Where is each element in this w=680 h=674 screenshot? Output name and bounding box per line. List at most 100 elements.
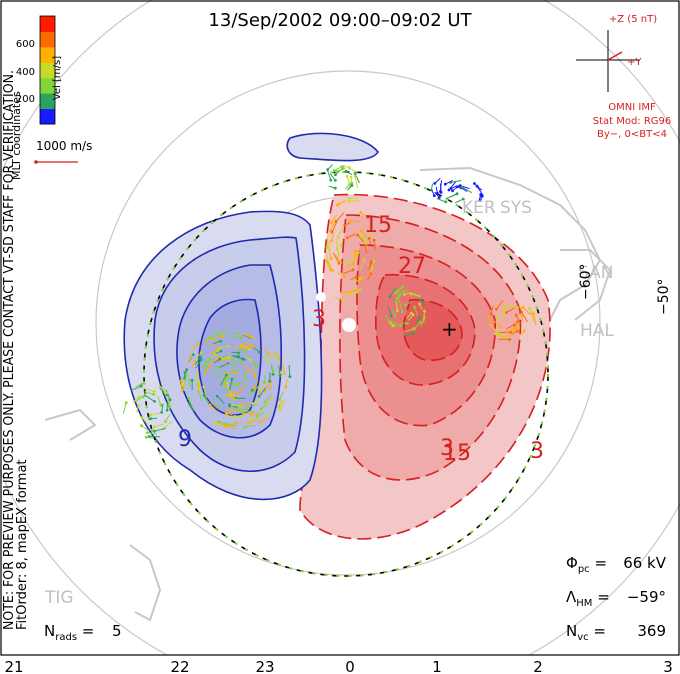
velocity-vector-origin <box>432 194 436 198</box>
velocity-vector-origin <box>250 392 254 395</box>
velocity-vector <box>334 296 344 301</box>
velocity-vector-origin <box>455 192 459 196</box>
velocity-vector-origin <box>208 357 212 361</box>
colorbar-swatch <box>40 77 55 94</box>
velocity-vector-origin <box>283 372 286 375</box>
velocity-vector-origin <box>264 414 267 418</box>
velocity-vector <box>387 305 392 316</box>
velocity-vector <box>147 432 157 435</box>
velocity-vector <box>184 374 187 386</box>
fitorder-label: FitOrder: 8, mapEX format <box>15 459 30 630</box>
velocity-vector-origin <box>251 335 254 339</box>
velocity-vector-origin <box>236 332 240 335</box>
velocity-vector-origin <box>325 246 329 249</box>
velocity-vector-origin <box>202 393 206 397</box>
velocity-vector-origin <box>168 398 172 402</box>
velocity-vector-origin <box>227 355 231 359</box>
velocity-vector-origin <box>240 336 244 340</box>
contour-label: 3 <box>312 307 326 332</box>
velocity-vector <box>461 186 472 194</box>
velocity-vector <box>198 391 203 401</box>
radar-label: SYS <box>500 198 532 218</box>
velocity-vector <box>144 394 155 402</box>
velocity-vector-origin <box>268 379 272 383</box>
velocity-vector-origin <box>329 257 333 261</box>
mlt-tick: 3 <box>663 658 673 674</box>
velocity-vector <box>398 300 403 312</box>
velocity-vector-origin <box>213 402 217 406</box>
velocity-vector-origin <box>423 309 426 313</box>
velocity-vector <box>226 394 237 401</box>
lat-label: −60° <box>578 263 594 300</box>
velocity-vector-origin <box>229 393 233 396</box>
velocity-vector-origin <box>259 420 263 424</box>
velocity-vector-origin <box>214 353 217 356</box>
velocity-vector-origin <box>191 353 195 357</box>
velocity-vector-origin <box>337 252 341 256</box>
velocity-vector-origin <box>409 311 413 315</box>
velocity-vector-origin <box>164 420 167 423</box>
velocity-vector-origin <box>348 219 352 223</box>
velocity-vector-origin <box>251 402 255 405</box>
velocity-vector-origin <box>223 329 227 333</box>
velocity-vector-origin <box>499 325 502 329</box>
velocity-vector-origin <box>353 172 357 175</box>
velocity-vector <box>288 365 291 377</box>
velocity-vector-origin <box>277 357 281 361</box>
velocity-vector <box>325 254 330 265</box>
velocity-vector-origin <box>359 211 363 215</box>
velocity-vector-origin <box>402 293 406 296</box>
colorbar-swatch <box>40 62 55 79</box>
velocity-vector-origin <box>461 197 465 201</box>
velocity-vector-origin <box>184 373 188 377</box>
velocity-vector-origin <box>149 417 152 421</box>
velocity-vector <box>336 167 346 173</box>
velocity-vector-origin <box>257 395 261 398</box>
stat-lambda-hm: −59° <box>627 588 666 606</box>
velocity-vector-origin <box>413 305 416 309</box>
velocity-vector-origin <box>160 410 164 414</box>
colorbar-swatch <box>40 16 55 32</box>
velocity-vector-origin <box>140 424 143 427</box>
velocity-vector-origin <box>346 236 349 240</box>
stat-phi-pc: 66 kV <box>623 554 667 572</box>
velocity-vector-origin <box>393 314 397 318</box>
velocity-vector <box>164 413 171 422</box>
velocity-vector-origin <box>520 310 523 314</box>
velocity-vector-origin <box>230 377 234 381</box>
velocity-vector <box>186 356 192 364</box>
velocity-vector <box>226 382 232 395</box>
velocity-vector-origin <box>398 292 402 296</box>
velocity-vector-origin <box>239 360 243 364</box>
velocity-vector <box>202 337 211 343</box>
velocity-vector-origin <box>509 330 512 334</box>
velocity-vector <box>440 183 442 193</box>
velocity-vector-origin <box>369 262 373 265</box>
velocity-vector-origin <box>271 372 275 376</box>
velocity-vector <box>143 391 154 395</box>
velocity-vector <box>232 404 244 408</box>
velocity-vector-origin <box>182 383 186 387</box>
velocity-vector <box>390 320 401 327</box>
velocity-vector-origin <box>153 390 156 393</box>
velocity-vector-origin <box>247 370 251 373</box>
velocity-vector-origin <box>271 370 275 374</box>
velocity-vector-origin <box>502 305 505 309</box>
velocity-vector <box>225 363 236 366</box>
velocity-vector <box>330 221 336 232</box>
coords-label: MLT coordinates <box>10 91 23 180</box>
stat-n-vc: 369 <box>637 622 666 640</box>
velocity-vector-origin <box>351 258 354 262</box>
velocity-vector <box>329 173 336 181</box>
velocity-vector-origin <box>418 302 421 306</box>
velocity-vector <box>495 300 504 310</box>
velocity-vector-origin <box>240 410 244 414</box>
velocity-vector-origin <box>224 373 228 377</box>
velocity-vector-origin <box>447 188 451 192</box>
velocity-vector-origin <box>369 229 372 233</box>
velocity-vector-origin <box>257 391 261 395</box>
velocity-vector <box>210 367 218 376</box>
velocity-vector-origin <box>197 380 201 384</box>
velocity-vector-origin <box>165 408 169 412</box>
pole-dot <box>316 292 326 302</box>
